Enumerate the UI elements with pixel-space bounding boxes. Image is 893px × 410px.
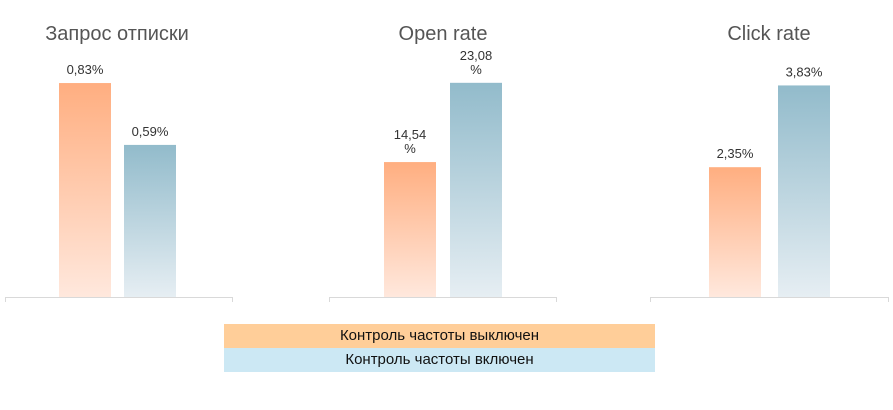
legend-item-frequency-off: Контроль частоты выключен bbox=[224, 324, 655, 348]
legend-item-frequency-on: Контроль частоты включен bbox=[224, 348, 655, 372]
data-label: % bbox=[470, 62, 482, 77]
data-label: 3,83% bbox=[786, 64, 823, 79]
data-label: % bbox=[404, 141, 416, 156]
data-label: 14,54 bbox=[394, 127, 427, 142]
data-label: 0,83% bbox=[67, 62, 104, 77]
data-label: 2,35% bbox=[717, 146, 754, 161]
data-label: 0,59% bbox=[132, 124, 169, 139]
chart-title: Click rate bbox=[727, 23, 810, 45]
data-label: 23,08 bbox=[460, 48, 493, 63]
chart-title: Запрос отписки bbox=[45, 23, 189, 45]
bar-frequency-off bbox=[59, 83, 111, 298]
bar-frequency-off bbox=[384, 162, 436, 297]
bar-frequency-on bbox=[124, 144, 176, 297]
chart-3: Click rate 2,35% 3,83% bbox=[650, 23, 889, 302]
chart-title: Open rate bbox=[399, 23, 488, 45]
bar-frequency-on bbox=[450, 82, 502, 297]
chart-1: Запрос отписки 0,83% 0,59% bbox=[5, 23, 233, 302]
bar-frequency-on bbox=[778, 85, 830, 297]
bar-frequency-off bbox=[709, 167, 761, 297]
